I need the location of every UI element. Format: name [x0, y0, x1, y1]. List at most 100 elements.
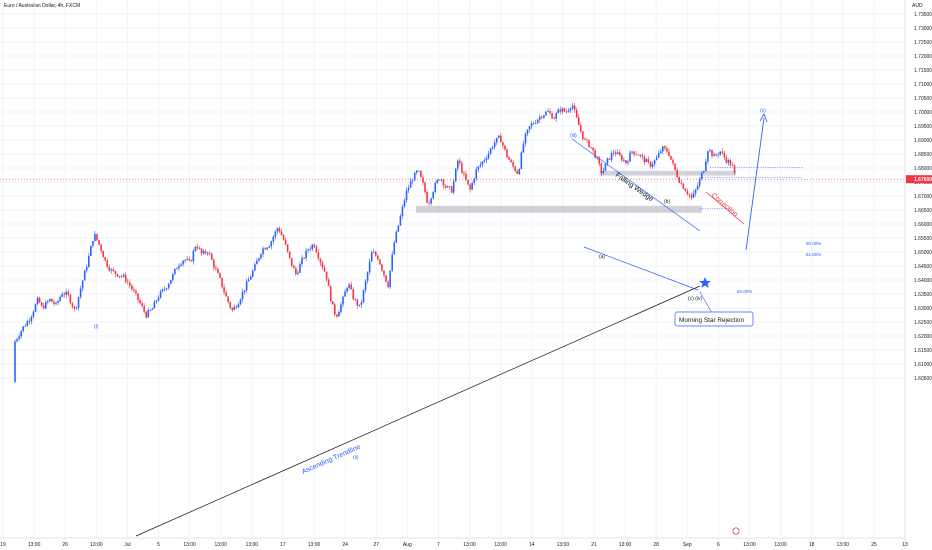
candle-up	[430, 198, 432, 204]
candle-up	[172, 274, 174, 281]
chart-grid	[0, 0, 906, 538]
price-tick-label: 1.62000	[914, 334, 932, 340]
candle-down	[190, 260, 193, 262]
candle-down	[618, 152, 621, 156]
candle-up	[411, 180, 414, 182]
candle-down	[126, 281, 129, 283]
candle-up	[539, 116, 541, 120]
candle-up	[457, 160, 459, 169]
candle-up	[524, 133, 527, 144]
candle-up	[44, 301, 47, 309]
candle-down	[131, 285, 133, 290]
candle-up	[418, 170, 420, 172]
wave-ii-label: (ii)	[353, 455, 359, 461]
candle-up	[717, 154, 719, 156]
candle-down	[124, 274, 127, 282]
candle-up	[206, 252, 209, 254]
candle-up	[473, 178, 475, 183]
candle-up	[202, 251, 205, 254]
candle-down	[600, 163, 603, 174]
candle-up	[110, 269, 113, 271]
candle-down	[721, 151, 724, 153]
candle-up	[395, 231, 398, 243]
candle-down	[633, 151, 635, 155]
last-price-badge	[906, 175, 932, 184]
candle-down	[385, 275, 387, 282]
candle-down	[729, 160, 732, 166]
candle-down	[514, 166, 516, 172]
candle-up	[16, 339, 18, 342]
candle-up	[653, 160, 656, 165]
candle-down	[635, 154, 637, 156]
candle-down	[666, 148, 668, 152]
time-tick-label: 17	[280, 542, 286, 548]
candle-up	[532, 123, 535, 125]
candle-down	[512, 162, 514, 167]
price-tick-label: 1.61500	[914, 348, 932, 354]
candle-down	[641, 155, 644, 157]
candle-series	[14, 102, 736, 383]
time-tick-label: Aug	[403, 542, 412, 548]
candle-down	[139, 299, 141, 304]
price-tick-label: 1.65000	[914, 250, 932, 256]
candle-down	[614, 152, 617, 155]
candle-down	[71, 303, 74, 307]
candle-down	[350, 284, 352, 290]
candle-down	[598, 157, 601, 164]
candle-up	[399, 215, 402, 226]
candle-down	[375, 252, 377, 256]
candle-up	[268, 246, 270, 248]
time-tick-label: 26	[62, 542, 68, 548]
candle-down	[551, 113, 553, 119]
candle-down	[116, 273, 119, 277]
candle-down	[608, 158, 611, 160]
candle-up	[495, 137, 498, 143]
candle-up	[397, 225, 400, 232]
candle-up	[163, 289, 166, 290]
candle-down	[38, 297, 41, 303]
candle-down	[448, 186, 451, 188]
candle-down	[112, 269, 115, 272]
candle-down	[104, 257, 106, 261]
candle-up	[159, 291, 162, 298]
candle-down	[143, 306, 145, 312]
candle-down	[594, 150, 596, 158]
candle-up	[403, 200, 406, 207]
candle-up	[413, 172, 416, 181]
candle-down	[327, 279, 330, 286]
candle-up	[252, 270, 254, 277]
candle-up	[606, 158, 609, 164]
candle-down	[325, 271, 328, 280]
candle-down	[469, 184, 471, 190]
candle-down	[506, 149, 508, 158]
candle-down	[221, 277, 223, 288]
candle-up	[631, 151, 633, 153]
candle-up	[182, 260, 184, 265]
candle-down	[352, 289, 355, 300]
candle-up	[348, 284, 350, 288]
candle-down	[200, 248, 203, 254]
candle-up	[49, 298, 51, 302]
candle-up	[22, 326, 24, 331]
time-tick-label: 28	[653, 542, 659, 548]
candle-down	[284, 239, 287, 245]
candle-up	[362, 290, 365, 303]
price-tick-label: 1.71500	[914, 68, 932, 74]
fib-50-lower-label: 50.00%	[737, 289, 752, 294]
candle-up	[297, 272, 299, 275]
candle-up	[262, 248, 264, 255]
candle-down	[280, 231, 283, 236]
candle-up	[719, 151, 721, 155]
candle-down	[51, 298, 53, 302]
candle-down	[725, 157, 728, 163]
candle-down	[231, 307, 234, 310]
candle-down	[686, 191, 689, 195]
candle-up	[147, 310, 150, 318]
candle-up	[65, 291, 68, 295]
candle-down	[463, 172, 465, 174]
candle-down	[643, 156, 646, 163]
time-tick-label: 13	[902, 542, 908, 548]
candle-up	[360, 302, 363, 305]
candle-down	[295, 268, 297, 275]
